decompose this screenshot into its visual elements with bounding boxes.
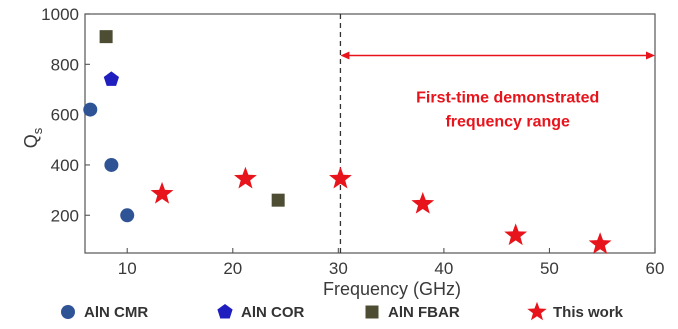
legend-label-aln-fbar: AlN FBAR (388, 304, 460, 321)
legend-label-this-work: This work (553, 304, 624, 321)
legend-label-aln-cmr: AlN CMR (84, 304, 148, 321)
x-axis-label: Frequency (GHz) (323, 279, 461, 299)
legend-marker-aln-fbar (365, 305, 379, 319)
axis-ticks (85, 13, 656, 253)
legend-item-aln-fbar: AlN FBAR (365, 304, 460, 321)
point-aln-cor (103, 71, 119, 86)
y-tick-labels: 200 400 600 800 1000 (41, 5, 79, 225)
x-tick-label: 40 (434, 259, 453, 278)
annotation-line-2: frequency range (445, 114, 570, 131)
plot-frame (84, 13, 656, 254)
point-aln-cmr (120, 208, 135, 223)
point-this-work (588, 232, 612, 254)
data-points (83, 30, 612, 254)
range-arrow-head-left (340, 51, 350, 60)
x-tick-label: 60 (646, 259, 665, 278)
legend-label-aln-cor: AlN COR (241, 304, 305, 321)
y-tick-label: 1000 (41, 5, 79, 24)
legend-item-aln-cmr: AlN CMR (61, 304, 148, 321)
point-this-work (234, 166, 257, 189)
x-tick-label: 50 (540, 259, 559, 278)
point-this-work (329, 166, 352, 189)
point-aln-fbar (271, 193, 285, 207)
legend-marker-aln-cor (217, 304, 233, 319)
y-tick-label: 200 (51, 206, 79, 225)
x-tick-label: 10 (118, 259, 137, 278)
point-aln-fbar (99, 30, 113, 44)
legend-marker-aln-cmr (61, 305, 75, 319)
legend-marker-this-work (527, 301, 547, 321)
point-this-work (150, 181, 174, 204)
legend-item-aln-cor: AlN COR (217, 304, 305, 321)
annotation-line-1: First-time demonstrated (416, 90, 599, 107)
y-tick-label: 600 (51, 106, 79, 125)
range-arrow-head-right (646, 51, 655, 60)
x-tick-label: 20 (223, 259, 242, 278)
legend: AlN CMR AlN COR AlN FBAR This work (61, 301, 624, 321)
point-this-work (504, 223, 528, 246)
legend-item-this-work: This work (527, 301, 624, 321)
x-tick-labels: 10 20 30 40 50 60 (118, 259, 665, 278)
point-aln-cmr (83, 102, 98, 117)
y-tick-label: 800 (51, 55, 79, 74)
point-aln-cmr (104, 157, 119, 172)
point-this-work (411, 191, 435, 214)
y-tick-label: 400 (51, 156, 79, 175)
y-axis-label: Qs (21, 127, 45, 148)
x-tick-label: 30 (329, 259, 348, 278)
